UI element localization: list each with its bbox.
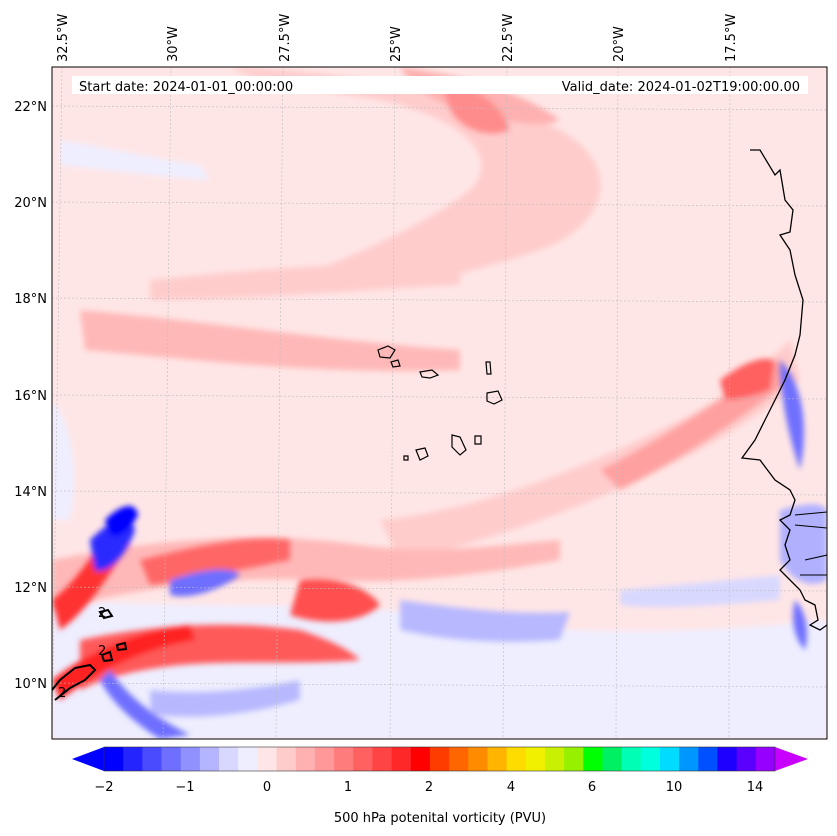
colorbar-segment xyxy=(506,747,527,771)
colorbar-tick: 0 xyxy=(263,780,271,795)
colorbar-segment xyxy=(314,747,335,771)
lon-label: 30°W xyxy=(166,26,181,62)
colorbar-tick: 4 xyxy=(507,780,515,795)
colorbar-under-arrow xyxy=(72,747,104,771)
colorbar-tick: 10 xyxy=(666,780,683,795)
colorbar-segment xyxy=(372,747,393,771)
high-pv-field xyxy=(52,360,827,739)
lon-label: 22.5°W xyxy=(501,14,516,62)
island-brava xyxy=(403,455,409,461)
map-frame xyxy=(51,66,828,740)
colorbar-tick: 14 xyxy=(747,780,764,795)
island-sal xyxy=(485,361,492,375)
colorbar-segment xyxy=(659,747,680,771)
coastline-gambia xyxy=(794,511,827,529)
lon-label: 27.5°W xyxy=(278,14,293,62)
colorbar-segment xyxy=(199,747,220,771)
colorbar-over-arrow xyxy=(775,747,808,771)
lon-label: 17.5°W xyxy=(724,14,739,62)
island-boa-vista xyxy=(486,390,503,405)
colorbar-segment xyxy=(295,747,316,771)
colorbar-tick: −1 xyxy=(175,780,194,795)
lat-label: 22°N xyxy=(14,100,47,115)
lat-label: 12°N xyxy=(14,581,47,596)
colorbar-segment xyxy=(238,747,258,771)
colorbar-segment xyxy=(698,747,718,771)
island-santo-antao xyxy=(377,345,396,359)
colorbar-segment xyxy=(104,747,124,771)
colorbar-segment xyxy=(468,747,488,771)
colorbar-segment xyxy=(583,747,603,771)
colorbar-segment xyxy=(142,747,163,771)
colorbar-segment xyxy=(257,747,278,771)
colorbar-segment xyxy=(679,747,699,771)
colorbar-segment xyxy=(161,747,182,771)
longitude-labels: 32.5°W 30°W 27.5°W 25°W 22.5°W 20°W 17.5… xyxy=(56,14,739,62)
latitude-labels: 22°N 20°N 18°N 16°N 14°N 12°N 10°N xyxy=(14,100,47,692)
colorbar-tick: 6 xyxy=(588,780,596,795)
colorbar-ticks: −2 −1 0 1 2 4 6 10 14 xyxy=(94,780,763,795)
colorbar-segment xyxy=(391,747,412,771)
lat-label: 14°N xyxy=(14,485,47,500)
map-panel: 2 2 2 xyxy=(52,67,827,739)
contour-2pvu-a xyxy=(52,663,97,701)
colorbar-segment xyxy=(180,747,201,771)
colorbar-title: 500 hPa potenital vorticity (PVU) xyxy=(334,811,546,826)
graticule xyxy=(52,67,827,739)
contour-2pvu-c xyxy=(100,650,114,663)
lat-label: 10°N xyxy=(14,677,47,692)
colorbar-segment xyxy=(334,747,354,771)
colorbar-segment xyxy=(487,747,508,771)
contour-label-3: 2 xyxy=(58,686,66,701)
valid-date: Valid_date: 2024-01-02T19:00:00.00 xyxy=(562,80,800,95)
coastline-africa xyxy=(740,149,827,631)
colorbar-segment xyxy=(276,747,297,771)
colorbar-segment xyxy=(410,747,431,771)
colorbar-tick: 1 xyxy=(344,780,352,795)
date-banner xyxy=(72,76,808,94)
contour-label-2: 2 xyxy=(98,644,106,659)
colorbar-segment xyxy=(717,747,738,771)
colorbar-segment xyxy=(525,747,546,771)
island-sao-vicente xyxy=(390,359,401,368)
lon-label: 32.5°W xyxy=(56,14,71,62)
island-santiago xyxy=(451,434,467,456)
lon-label: 25°W xyxy=(389,26,404,62)
contour-2pvu-b xyxy=(98,608,114,620)
colorbar-tick: −2 xyxy=(94,780,113,795)
lat-label: 16°N xyxy=(14,389,47,404)
colorbar-segment xyxy=(621,747,642,771)
island-sao-nicolau xyxy=(419,369,440,379)
colorbar-segment xyxy=(544,747,565,771)
island-fogo xyxy=(415,447,429,461)
colorbar-segment xyxy=(602,747,623,771)
colorbar-segment xyxy=(640,747,661,771)
islands xyxy=(377,345,503,461)
lat-label: 18°N xyxy=(14,292,47,307)
island-maio xyxy=(474,435,482,445)
colorbar-segment xyxy=(755,747,776,771)
coastline-guinea xyxy=(800,554,827,576)
colorbar-segment xyxy=(353,747,373,771)
lon-label: 20°W xyxy=(612,26,627,62)
colorbar-segment xyxy=(449,747,469,771)
colorbar-segment xyxy=(736,747,757,771)
pv-contours xyxy=(52,608,128,701)
colorbar-segment xyxy=(123,747,143,771)
colorbar-segment xyxy=(429,747,450,771)
colorbar-tick: 2 xyxy=(425,780,433,795)
start-date: Start date: 2024-01-01_00:00:00 xyxy=(79,80,293,95)
colorbar-segment xyxy=(564,747,584,771)
colorbar xyxy=(72,746,808,772)
lat-label: 20°N xyxy=(14,196,47,211)
contour-2pvu-d xyxy=(115,641,128,652)
colorbar-segments xyxy=(104,747,776,771)
colorbar-frame xyxy=(103,746,776,772)
colorbar-segment xyxy=(219,747,239,771)
contour-label-1: 2 xyxy=(98,606,106,621)
